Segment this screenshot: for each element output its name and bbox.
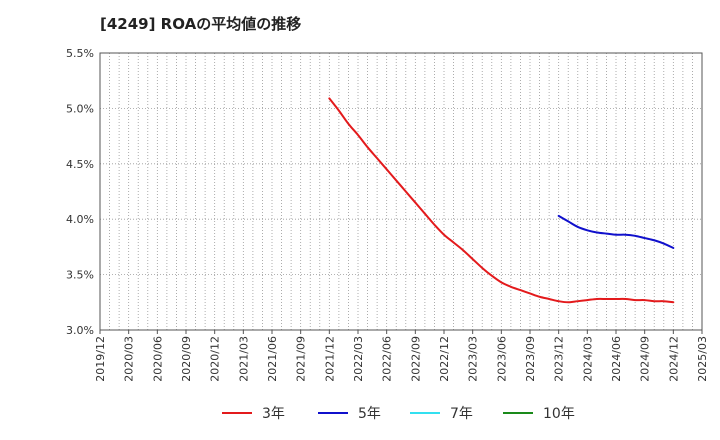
x-tick-label: 2023/06 (495, 336, 508, 382)
legend-label: 5年 (358, 406, 381, 422)
legend-item[interactable]: 7年 (410, 406, 473, 422)
plot-frame (99, 52, 703, 331)
x-tick-label: 2023/03 (467, 336, 480, 382)
x-tick-label: 2021/12 (323, 336, 336, 382)
chart-title: [4249] ROAの平均値の推移 (100, 15, 301, 33)
x-tick-label: 2024/12 (667, 336, 680, 382)
legend-item[interactable]: 3年 (222, 406, 285, 422)
y-tick-label: 4.5% (66, 158, 94, 171)
x-tick-label: 2020/12 (209, 336, 222, 382)
x-tick-label: 2022/12 (438, 336, 451, 382)
x-tick-label: 2023/09 (524, 336, 537, 382)
series-line-0 (328, 97, 675, 304)
x-tick-label: 2019/12 (94, 336, 107, 382)
x-tick-label: 2021/03 (237, 336, 250, 382)
y-tick-label: 5.5% (66, 47, 94, 60)
x-tick-label: 2021/09 (295, 336, 308, 382)
y-tick-label: 3.5% (66, 269, 94, 282)
y-tick-label: 3.0% (66, 324, 94, 337)
x-tick-label: 2022/09 (409, 336, 422, 382)
legend-label: 10年 (543, 406, 575, 422)
y-axis: 3.0% 3.5% 4.0% 4.5% 5.0% 5.5% (66, 47, 94, 337)
x-tick-label: 2021/06 (266, 336, 279, 382)
x-tick-label: 2024/06 (610, 336, 623, 382)
x-tick-label: 2024/03 (581, 336, 594, 382)
x-tick-label: 2022/06 (381, 336, 394, 382)
legend[interactable]: 3年 5年 7年 10年 (222, 406, 575, 422)
legend-item[interactable]: 5年 (318, 406, 381, 422)
y-tick-label: 5.0% (66, 102, 94, 115)
series-line-1 (557, 214, 675, 250)
legend-label: 7年 (450, 406, 473, 422)
legend-label: 3年 (262, 406, 285, 422)
x-tick-label: 2020/03 (123, 336, 136, 382)
y-tick-label: 4.0% (66, 213, 94, 226)
x-tick-label: 2024/09 (639, 336, 652, 382)
x-tick-label: 2020/09 (180, 336, 193, 382)
x-tick-label: 2022/03 (352, 336, 365, 382)
legend-item[interactable]: 10年 (503, 406, 575, 422)
grid (100, 52, 702, 331)
x-tick-label: 2020/06 (151, 336, 164, 382)
x-tick-label: 2023/12 (553, 336, 566, 382)
x-tick-label: 2025/03 (696, 336, 709, 382)
x-axis: 2019/12 2020/03 2020/06 2020/09 2020/12 2021/… (94, 330, 709, 382)
series-lines (328, 97, 675, 304)
